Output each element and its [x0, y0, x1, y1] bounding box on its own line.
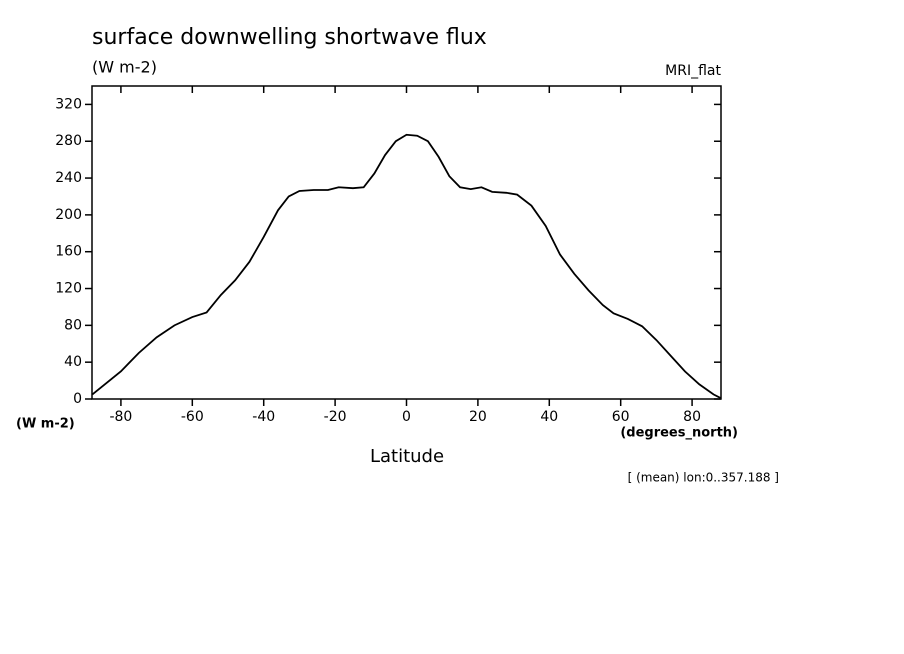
x-axis-label: Latitude — [370, 446, 444, 467]
y-tick-label: 0 — [73, 391, 82, 407]
x-tick-label: 0 — [402, 409, 411, 425]
plot-frame — [91, 85, 722, 400]
y-tick-label: 240 — [55, 170, 82, 186]
x-tick-label: -80 — [109, 409, 132, 425]
y-tick-label: 200 — [55, 207, 82, 223]
chart-title: surface downwelling shortwave flux — [92, 25, 487, 50]
x-tick-label: -20 — [324, 409, 347, 425]
y-axis-label: (W m-2) — [16, 417, 75, 432]
units-label: (W m-2) — [92, 58, 157, 77]
dataset-label: MRI_flat — [665, 63, 721, 79]
y-tick-label: 40 — [64, 354, 82, 370]
y-tick-label: 320 — [55, 96, 82, 112]
y-tick-label: 280 — [55, 133, 82, 149]
y-tick-label: 160 — [55, 244, 82, 260]
x-tick-label: 40 — [540, 409, 558, 425]
x-tick-label: -40 — [252, 409, 275, 425]
y-tick-label: 80 — [64, 317, 82, 333]
x-tick-label: 20 — [469, 409, 487, 425]
y-tick-label: 120 — [55, 281, 82, 297]
x-tick-label: 60 — [612, 409, 630, 425]
data-line — [91, 133, 722, 399]
x-units-label: (degrees_north) — [620, 426, 738, 441]
x-tick-label: 80 — [683, 409, 701, 425]
x-tick-label: -60 — [181, 409, 204, 425]
annotation: [ (mean) lon:0..357.188 ] — [628, 471, 779, 485]
